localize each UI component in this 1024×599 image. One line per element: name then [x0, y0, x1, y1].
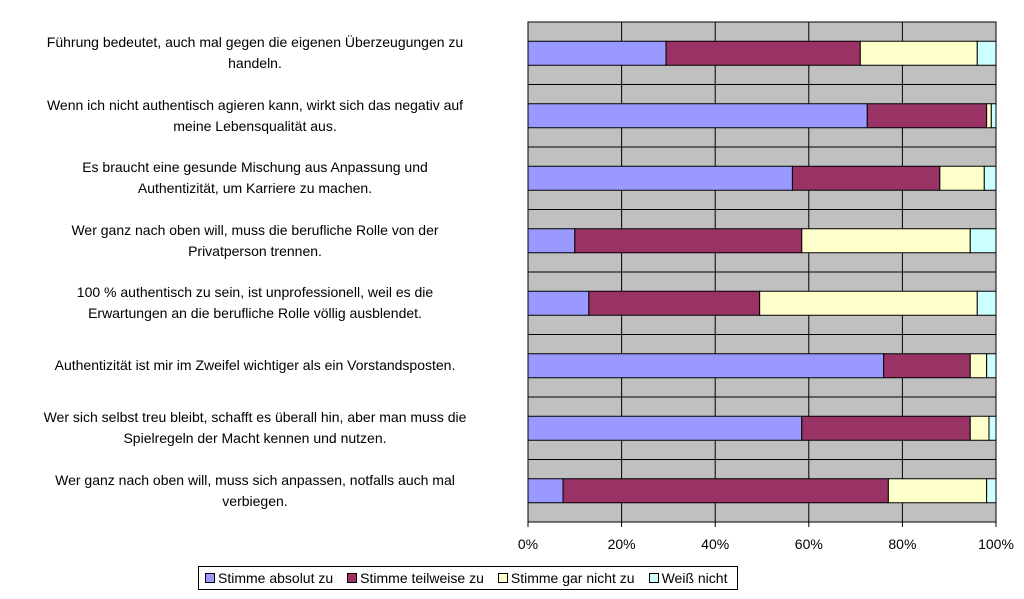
category-label-line: handeln. [228, 55, 282, 72]
bar-1-6 [527, 353, 885, 379]
bar-2-4 [574, 228, 803, 254]
bar-3-2 [986, 103, 992, 129]
x-tick-label: 20% [608, 536, 636, 552]
plot-border [527, 21, 997, 523]
legend-swatch [497, 573, 508, 583]
bar-1-2 [527, 103, 868, 129]
category-label: Wer sich selbst treu bleibt, schafft es … [0, 407, 510, 449]
x-tick-label: 60% [795, 536, 823, 552]
bar-1-7 [527, 415, 803, 441]
legend-swatch [347, 573, 358, 583]
bar-3-8 [887, 478, 988, 504]
bar-1-5 [527, 290, 590, 316]
category-label-line: Wenn ich nicht authentisch agieren kann,… [46, 96, 464, 113]
category-label-line: Wer ganz nach oben will, muss sich anpas… [55, 471, 455, 488]
bar-3-5 [759, 290, 978, 316]
bar-1-4 [527, 228, 576, 254]
category-label-line: Wer ganz nach oben will, muss die berufl… [71, 221, 439, 238]
legend-item: Stimme gar nicht zu [497, 570, 635, 586]
category-label-line: meine Lebensqualität aus. [173, 117, 337, 134]
bar-4-3 [983, 165, 997, 191]
legend-item: Stimme absolut zu [205, 570, 333, 586]
category-label-line: Spielregeln der Macht kennen und nutzen. [123, 430, 387, 447]
category-label: Wenn ich nicht authentisch agieren kann,… [0, 95, 510, 137]
category-label-line: Erwartungen an die berufliche Rolle völl… [88, 305, 422, 322]
bar-3-4 [801, 228, 971, 254]
x-tick-label: 80% [888, 536, 916, 552]
x-tick-label: 40% [701, 536, 729, 552]
bar-2-7 [801, 415, 971, 441]
category-label: Führung bedeutet, auch mal gegen die eig… [0, 32, 510, 74]
category-label-line: Wer sich selbst treu bleibt, schafft es … [43, 409, 467, 426]
category-label: Es braucht eine gesunde Mischung aus Anp… [0, 157, 510, 199]
bar-3-3 [939, 165, 985, 191]
category-label-line: Authentizität ist mir im Zweifel wichtig… [54, 357, 456, 374]
bar-2-8 [562, 478, 889, 504]
category-label: 100 % authentisch zu sein, ist unprofess… [0, 282, 510, 324]
bar-2-5 [588, 290, 761, 316]
bar-3-1 [859, 40, 978, 66]
legend: Stimme absolut zu Stimme teilweise zu Stim… [198, 566, 739, 590]
bar-3-6 [969, 353, 988, 379]
bar-1-8 [527, 478, 564, 504]
category-label: Wer ganz nach oben will, muss die berufl… [0, 220, 510, 262]
x-tick-label: 100% [978, 536, 1014, 552]
legend-item: Stimme teilweise zu [347, 570, 484, 586]
bar-1-3 [527, 165, 793, 191]
category-label: Authentizität ist mir im Zweifel wichtig… [0, 355, 510, 376]
category-label-line: Privatperson trennen. [188, 242, 322, 259]
category-label: Wer ganz nach oben will, muss sich anpas… [0, 470, 510, 512]
bar-4-8 [986, 478, 997, 504]
bar-2-6 [883, 353, 971, 379]
legend-item: Weiß nicht [648, 570, 728, 586]
legend-label: Stimme absolut zu [218, 570, 334, 586]
bar-2-2 [866, 103, 988, 129]
bar-2-3 [791, 165, 941, 191]
category-label-line: Es braucht eine gesunde Mischung aus Anp… [82, 159, 428, 176]
bar-4-2 [990, 103, 997, 129]
legend-swatch [205, 573, 215, 583]
bar-4-1 [976, 40, 997, 66]
legend-label: Stimme teilweise zu [360, 570, 484, 586]
bar-4-4 [969, 228, 997, 254]
bar-4-5 [976, 290, 997, 316]
bar-3-7 [969, 415, 990, 441]
category-label-line: verbiegen. [222, 492, 288, 509]
bar-4-6 [986, 353, 997, 379]
x-tick-label: 0% [518, 536, 538, 552]
category-label-line: Führung bedeutet, auch mal gegen die eig… [46, 34, 464, 51]
legend-label: Stimme gar nicht zu [510, 570, 635, 586]
category-label-line: 100 % authentisch zu sein, ist unprofess… [76, 284, 434, 301]
bar-2-1 [665, 40, 861, 66]
legend-label: Weiß nicht [661, 570, 728, 586]
category-label-line: Authentizität, um Karriere zu machen. [137, 180, 373, 197]
bar-4-7 [988, 415, 997, 441]
legend-swatch [648, 573, 659, 583]
bar-1-1 [527, 40, 667, 66]
